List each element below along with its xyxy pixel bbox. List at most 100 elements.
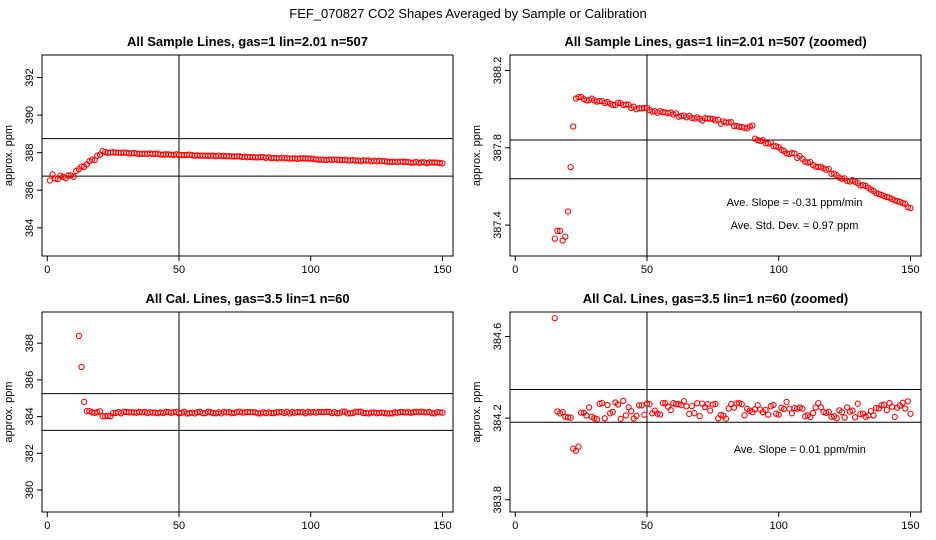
data-point [564,414,572,421]
data-point [628,408,635,415]
data-point [775,411,782,418]
panel-cal-zoomed: All Cal. Lines, gas=3.5 lin=1 n=60 (zoom… [471,291,922,532]
data-point [817,404,825,411]
data-point [712,117,719,124]
y-tick-label: 390 [24,106,36,124]
data-point [680,398,688,405]
data-point [717,411,724,419]
y-tick-label: 387.4 [492,211,504,239]
data-point [838,175,846,182]
data-point [741,412,748,419]
x-tick-label: 0 [512,264,518,276]
panel-title: All Cal. Lines, gas=3.5 lin=1 n=60 [145,291,349,306]
data-point [804,159,811,166]
x-tick-label: 100 [302,264,320,276]
data-point [659,399,666,407]
y-tick-label: 386 [24,371,36,389]
plot-frame [509,54,922,257]
data-point [52,175,59,182]
panel-cal-full: All Cal. Lines, gas=3.5 lin=1 n=60 appro… [3,291,454,532]
data-point [614,401,622,408]
data-point [894,198,901,205]
x-tick-label: 0 [44,520,50,532]
data-point [70,173,77,180]
data-point [907,410,914,417]
data-point [646,401,653,408]
data-point [907,204,914,212]
x-tick-label: 50 [173,264,185,276]
figure-title: FEF_070827 CO2 Shapes Averaged by Sample… [289,6,646,21]
data-point [641,411,648,418]
data-point [883,193,890,201]
data-point [788,410,796,417]
x-tick-label: 100 [770,264,788,276]
y-axis-label: approx. ppm [471,381,483,442]
data-point [657,411,664,418]
x-tick-label: 150 [901,264,919,276]
data-point [902,405,909,412]
data-point [638,402,645,409]
data-point [585,404,593,411]
plot-frame [41,54,454,257]
data-point [757,137,764,145]
y-tick-label: 392 [24,68,36,86]
data-point [88,156,96,163]
y-tick-label: 386 [24,181,36,199]
annotation-text: Ave. Slope = 0.01 ppm/min [734,444,866,456]
data-point [559,408,566,416]
data-point [567,414,574,421]
y-tick-label: 384 [24,219,36,237]
data-point [899,199,906,207]
data-point [620,397,627,405]
y-tick-label: 384.6 [492,323,504,351]
annotation-text: Ave. Std. Dev. = 0.97 ppm [731,220,859,232]
data-point [857,410,864,418]
data-point [96,408,104,415]
data-point [770,401,777,409]
x-tick-label: 150 [901,520,919,532]
data-point [436,409,443,416]
data-point [688,402,695,410]
x-tick-label: 100 [302,520,320,532]
y-tick-label: 388 [24,144,36,162]
data-point [567,163,574,171]
data-point [551,314,558,322]
data-point [78,363,85,371]
data-point [849,407,856,414]
data-point [46,177,54,184]
data-point [738,401,745,408]
data-point [691,410,698,417]
data-point [551,235,558,242]
data-point [436,159,443,167]
data-point [765,411,772,418]
data-point [556,227,564,235]
data-point [772,143,780,150]
data-point [867,407,875,415]
x-tick-label: 0 [44,264,50,276]
data-point [339,408,346,415]
data-point [641,104,648,112]
data-point [599,400,606,407]
data-point [707,407,714,414]
data-point [78,163,85,170]
y-tick-label: 388.2 [492,57,504,85]
data-point [765,140,772,147]
data-point [838,409,846,416]
data-point [696,412,703,420]
panel-sample-full: All Sample Lines, gas=1 lin=2.01 n=507 a… [3,34,454,276]
data-point [635,402,643,409]
data-point [617,415,624,423]
data-point [709,401,717,408]
data-point [596,97,603,105]
data-point [712,400,719,408]
panel-title: All Cal. Lines, gas=3.5 lin=1 n=60 (zoom… [583,291,849,306]
data-point [799,405,806,412]
data-point [609,101,616,109]
plot-frame [41,311,454,513]
panel-sample-zoomed: All Sample Lines, gas=1 lin=2.01 n=507 (… [471,34,922,276]
data-point [783,398,790,406]
y-tick-label: 383.8 [492,486,504,514]
data-point [870,412,877,419]
plot-area: 0 50 100 150 387.4 387.8 388.2 Ave. Slope = -0.… [492,54,922,276]
